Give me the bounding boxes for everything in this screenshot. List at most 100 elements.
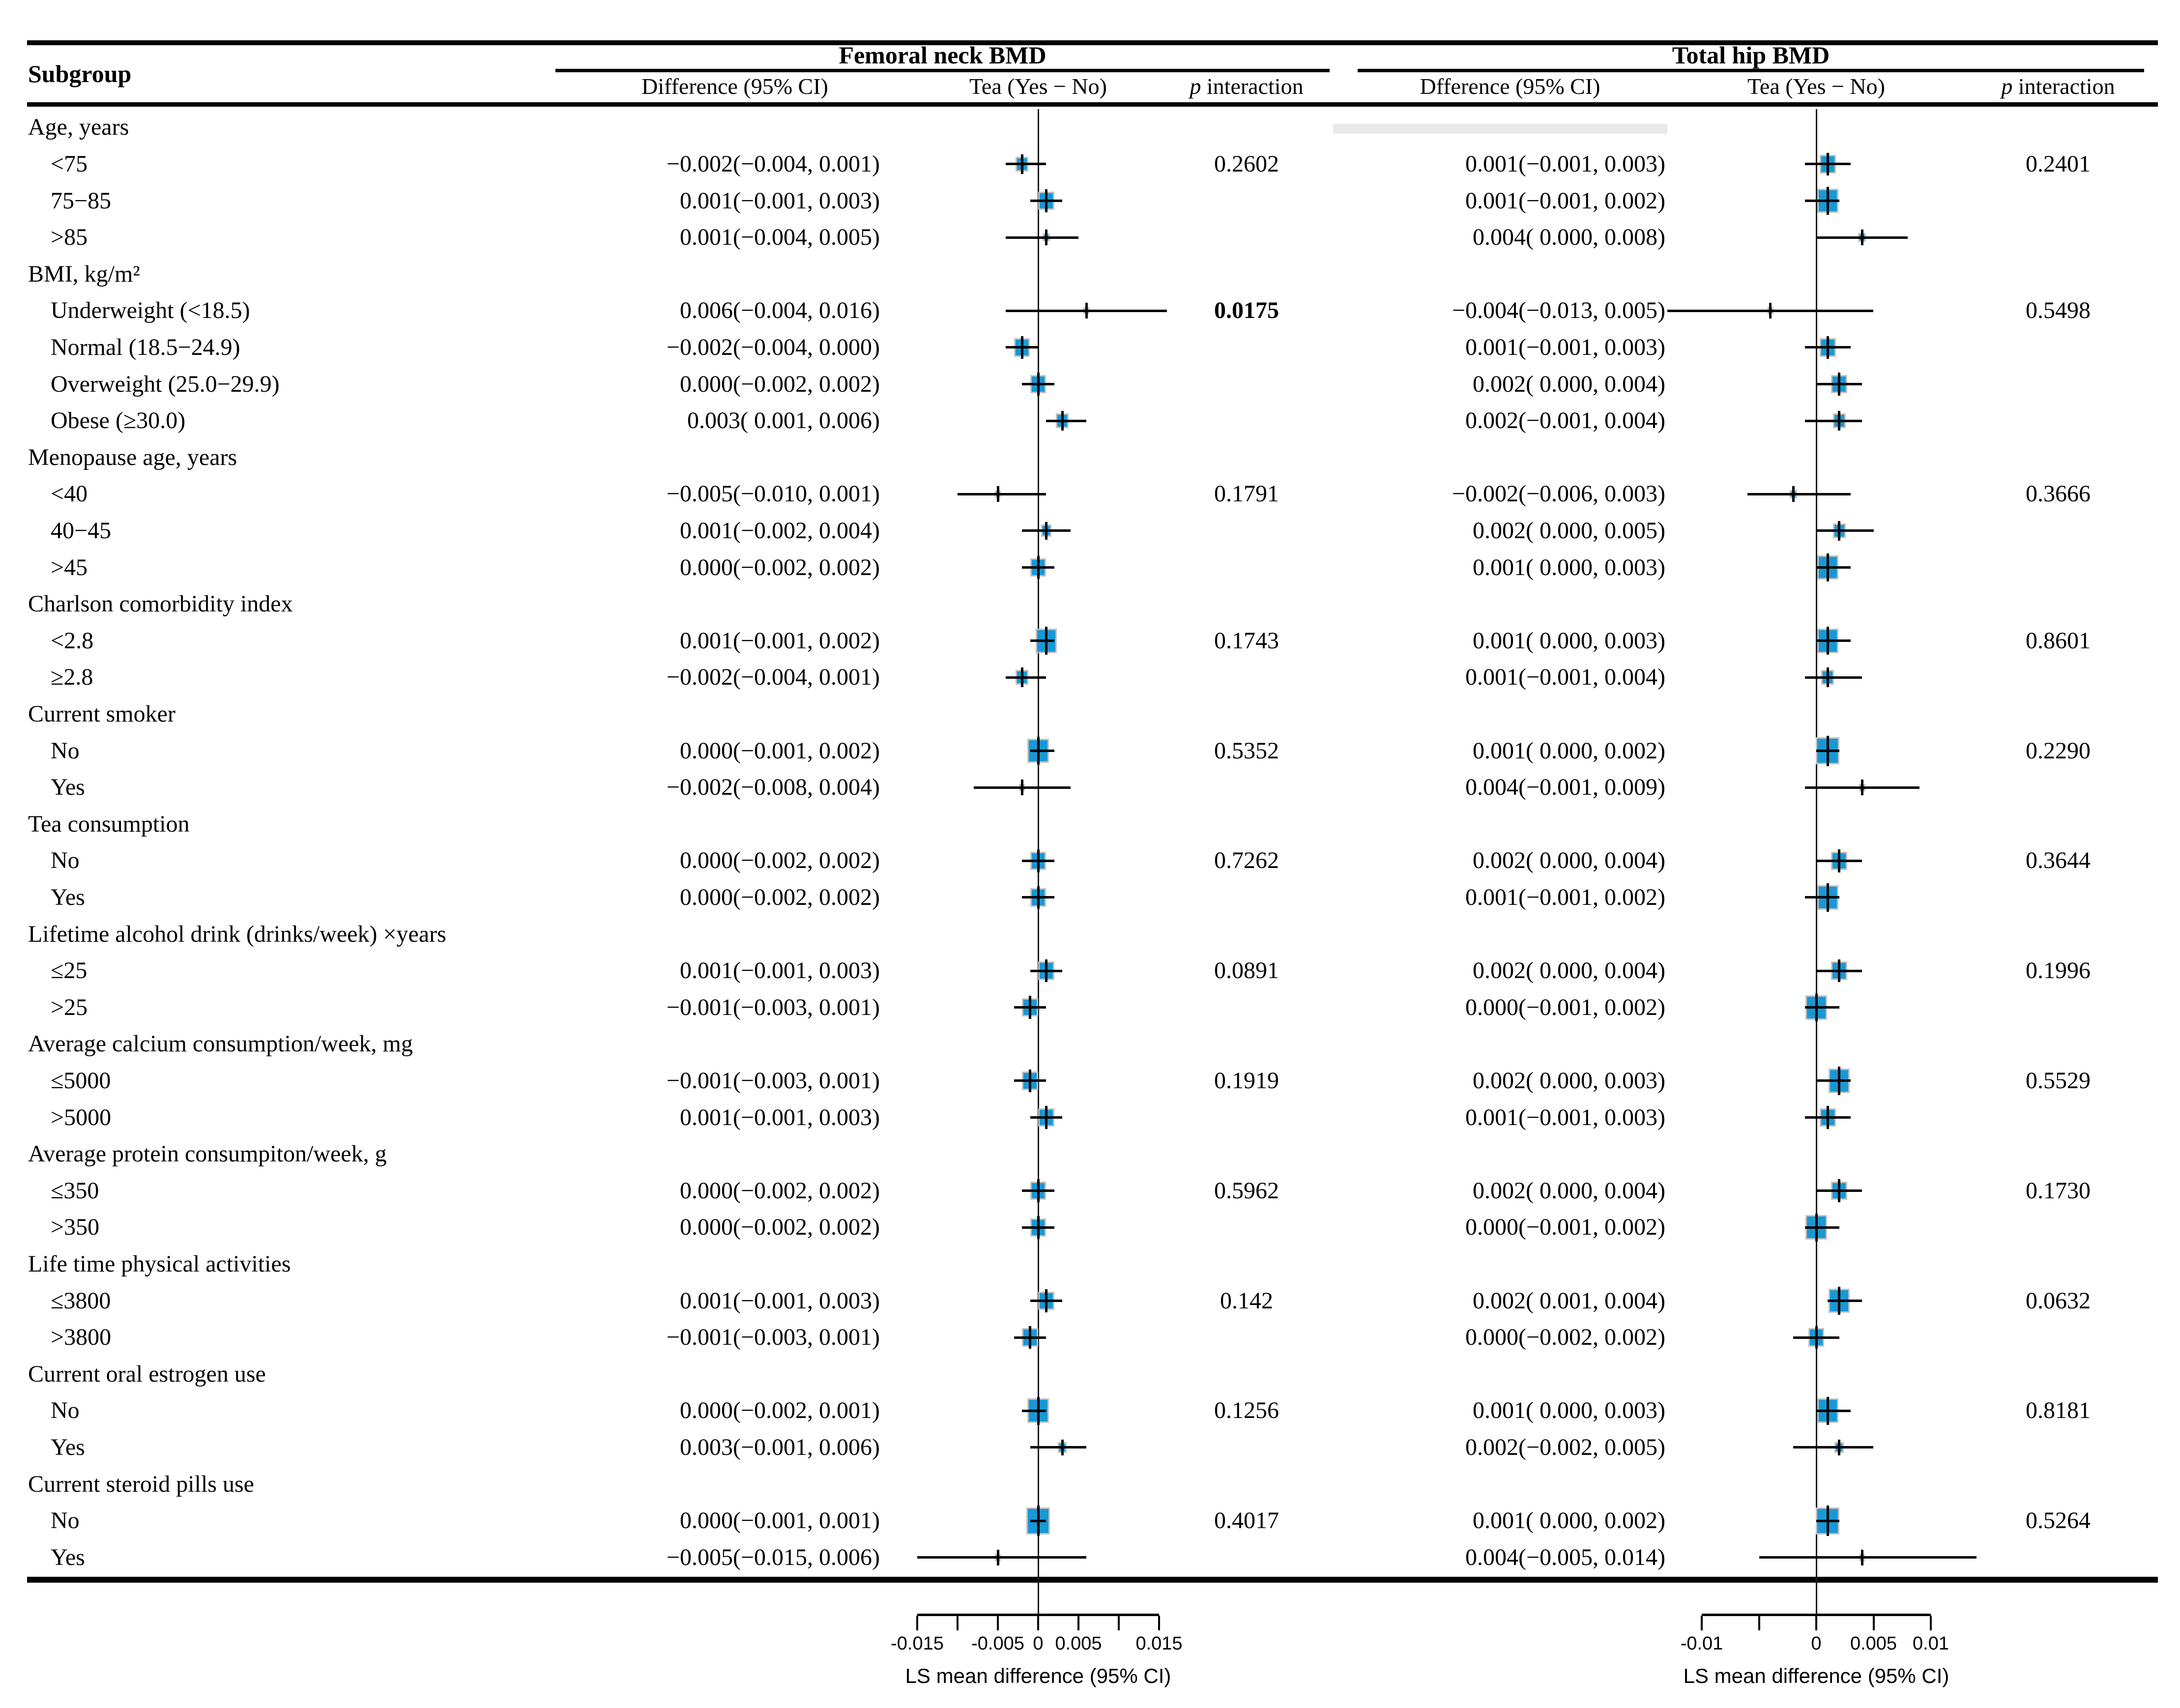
femoral-difference-value: −0.001(−0.003, 0.001) bbox=[666, 994, 880, 1020]
femoral-difference-value: 0.000(−0.002, 0.002) bbox=[679, 1177, 880, 1204]
femoral-axis-tick-label: 0 bbox=[1033, 1633, 1044, 1654]
totalhip-difference-value: 0.002( 0.000, 0.003) bbox=[1473, 1067, 1665, 1094]
femoral-difference-value: 0.000(−0.001, 0.002) bbox=[679, 737, 880, 764]
totalhip-difference-value: 0.002( 0.000, 0.004) bbox=[1473, 957, 1665, 984]
section-label: Charlson comorbidity index bbox=[28, 591, 293, 617]
femoral-estimate-tick bbox=[1061, 411, 1064, 431]
section-label: Tea consumption bbox=[28, 811, 190, 837]
totalhip-difference-value: 0.002( 0.001, 0.004) bbox=[1473, 1287, 1665, 1314]
p-italic: p bbox=[1190, 74, 1201, 99]
femoral-tea-header: Tea (Yes − No) bbox=[969, 74, 1107, 99]
top-rule bbox=[27, 40, 2158, 45]
femoral-estimate-tick bbox=[1045, 522, 1047, 540]
femoral-difference-value: −0.005(−0.010, 0.001) bbox=[666, 481, 880, 507]
totalhip-estimate-tick bbox=[1826, 1106, 1829, 1129]
femoral-difference-value: 0.000(−0.002, 0.001) bbox=[679, 1397, 880, 1424]
femoral-difference-value: 0.001(−0.002, 0.004) bbox=[679, 517, 880, 544]
totalhip-p-interaction-value: 0.8601 bbox=[2026, 627, 2091, 654]
totalhip-estimate-tick bbox=[1826, 553, 1829, 582]
subgroup-item-label: No bbox=[51, 847, 80, 874]
femoral-p-interaction-header: p interaction bbox=[1190, 74, 1304, 99]
femoral-group-title: Femoral neck BMD bbox=[839, 41, 1046, 69]
femoral-axis-tick bbox=[916, 1616, 918, 1630]
totalhip-estimate-tick bbox=[1826, 627, 1829, 655]
femoral-difference-value: 0.000(−0.001, 0.001) bbox=[679, 1507, 880, 1534]
totalhip-difference-value: −0.002(−0.006, 0.003) bbox=[1452, 481, 1665, 507]
femoral-estimate-tick bbox=[1020, 154, 1023, 174]
subgroup-item-label: <40 bbox=[51, 481, 88, 507]
subgroup-item-label: ≤3800 bbox=[51, 1287, 111, 1314]
femoral-ci-line bbox=[917, 1556, 1087, 1559]
section-label: Average protein consumpiton/week, g bbox=[28, 1141, 387, 1167]
p-italic: p bbox=[2001, 74, 2013, 99]
femoral-difference-value: −0.002(−0.004, 0.000) bbox=[666, 334, 880, 360]
femoral-estimate-tick bbox=[1029, 1326, 1032, 1349]
subgroup-item-label: ≤5000 bbox=[51, 1067, 111, 1094]
femoral-difference-value: 0.000(−0.002, 0.002) bbox=[679, 1214, 880, 1241]
femoral-difference-value: 0.001(−0.001, 0.003) bbox=[679, 1104, 880, 1130]
section-label: Current oral estrogen use bbox=[28, 1361, 266, 1387]
totalhip-difference-value: 0.002(−0.001, 0.004) bbox=[1465, 407, 1665, 434]
totalhip-ci-line bbox=[1816, 1409, 1851, 1412]
totalhip-p-interaction-value: 0.3644 bbox=[2026, 847, 2091, 874]
femoral-difference-value: 0.000(−0.002, 0.002) bbox=[679, 884, 880, 910]
femoral-axis-tick bbox=[957, 1616, 959, 1630]
femoral-estimate-tick bbox=[1020, 780, 1023, 796]
totalhip-estimate-tick bbox=[1860, 230, 1863, 246]
highlight-stripe bbox=[1333, 124, 1667, 134]
femoral-ci-line bbox=[1030, 639, 1054, 642]
subgroup-item-label: No bbox=[51, 1397, 80, 1424]
totalhip-difference-value: 0.000(−0.002, 0.002) bbox=[1465, 1324, 1665, 1351]
totalhip-ci-line bbox=[1759, 1556, 1977, 1559]
femoral-difference-value: 0.000(−0.002, 0.002) bbox=[679, 371, 880, 397]
totalhip-estimate-tick bbox=[1815, 1213, 1818, 1242]
femoral-p-interaction-value: 0.1743 bbox=[1214, 627, 1279, 654]
totalhip-estimate-tick bbox=[1826, 667, 1829, 688]
femoral-estimate-tick bbox=[1029, 1069, 1032, 1093]
subgroup-item-label: Yes bbox=[51, 884, 85, 910]
femoral-p-interaction-value: 0.1791 bbox=[1214, 481, 1279, 507]
totalhip-group-underline bbox=[1358, 69, 2144, 72]
totalhip-tea-header: Tea (Yes − No) bbox=[1747, 74, 1885, 99]
totalhip-axis-tick-label: 0 bbox=[1811, 1633, 1822, 1654]
subgroup-item-label: 40−45 bbox=[51, 517, 112, 544]
femoral-difference-value: −0.002(−0.008, 0.004) bbox=[666, 774, 880, 801]
femoral-p-interaction-value: 0.0891 bbox=[1214, 957, 1279, 984]
femoral-estimate-tick bbox=[1045, 627, 1047, 655]
totalhip-difference-value: 0.002(−0.002, 0.005) bbox=[1465, 1434, 1665, 1460]
femoral-difference-value: 0.003( 0.001, 0.006) bbox=[687, 407, 880, 434]
femoral-estimate-tick bbox=[1045, 230, 1047, 246]
totalhip-axis-line bbox=[1702, 1614, 1931, 1616]
femoral-estimate-tick bbox=[1037, 736, 1040, 765]
totalhip-estimate-tick bbox=[1860, 1549, 1863, 1565]
subgroup-item-label: >350 bbox=[51, 1214, 100, 1241]
femoral-difference-value: 0.000(−0.002, 0.002) bbox=[679, 554, 880, 580]
femoral-difference-value: −0.002(−0.004, 0.001) bbox=[666, 664, 880, 691]
femoral-estimate-tick bbox=[1029, 996, 1032, 1019]
femoral-axis-tick bbox=[1077, 1616, 1079, 1630]
femoral-estimate-tick bbox=[1037, 556, 1040, 579]
femoral-ci-line bbox=[1030, 750, 1054, 752]
subgroup-item-label: Overweight (25.0−29.9) bbox=[51, 371, 280, 397]
section-label: Menopause age, years bbox=[28, 444, 237, 470]
femoral-ci-line bbox=[1006, 236, 1078, 239]
totalhip-p-interaction-header: p interaction bbox=[2001, 74, 2115, 99]
femoral-estimate-tick bbox=[1045, 189, 1047, 212]
totalhip-difference-value: 0.001(−0.001, 0.003) bbox=[1465, 150, 1665, 177]
totalhip-estimate-tick bbox=[1838, 411, 1841, 431]
femoral-difference-value: −0.001(−0.003, 0.001) bbox=[666, 1324, 880, 1351]
femoral-p-interaction-value: 0.1256 bbox=[1214, 1397, 1279, 1424]
femoral-axis-tick-label: -0.005 bbox=[971, 1633, 1024, 1654]
subgroup-item-label: No bbox=[51, 1507, 80, 1534]
femoral-difference-value: −0.002(−0.004, 0.001) bbox=[666, 150, 880, 177]
totalhip-difference-value: 0.002( 0.000, 0.004) bbox=[1473, 371, 1665, 397]
subgroup-item-label: Yes bbox=[51, 1434, 85, 1460]
totalhip-estimate-tick bbox=[1838, 959, 1841, 983]
subgroup-item-label: 75−85 bbox=[51, 187, 112, 214]
femoral-estimate-tick bbox=[1045, 1289, 1047, 1312]
femoral-ci-line bbox=[1006, 676, 1046, 679]
totalhip-estimate-tick bbox=[1826, 1505, 1829, 1536]
section-label: Current smoker bbox=[28, 700, 175, 727]
totalhip-p-interaction-value: 0.2401 bbox=[2026, 150, 2091, 177]
